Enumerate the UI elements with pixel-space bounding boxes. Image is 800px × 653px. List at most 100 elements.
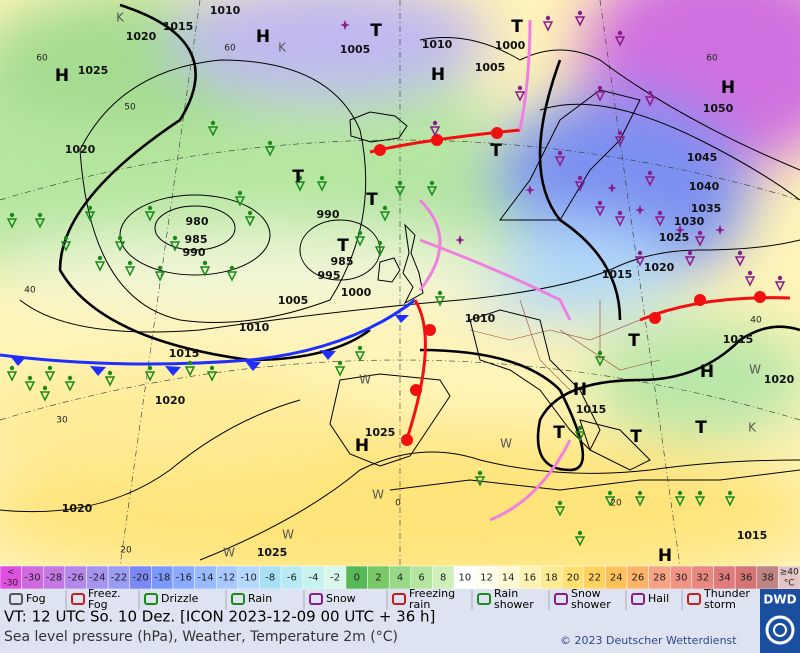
shower-dot xyxy=(107,370,113,376)
legend-label: shower xyxy=(571,598,611,611)
isobar-label: 1050 xyxy=(703,102,734,115)
snow-symbol xyxy=(635,205,645,215)
temperature-label: 60 xyxy=(36,54,48,64)
isobar-label: 1005 xyxy=(475,61,506,74)
shower-symbol xyxy=(574,431,586,442)
scale-label: 32 xyxy=(696,573,709,584)
shower-dot xyxy=(67,375,73,381)
high-pressure-center: H xyxy=(431,65,445,85)
shower-symbol xyxy=(634,496,646,507)
shower-symbol xyxy=(294,181,306,192)
shower-symbol xyxy=(6,218,18,229)
snow-symbol xyxy=(340,20,350,30)
temperature-label: 60 xyxy=(224,44,236,54)
isobars xyxy=(0,37,800,561)
snow-symbol xyxy=(455,235,465,245)
shower-symbol xyxy=(184,366,196,377)
isobar-label: 1020 xyxy=(62,502,93,515)
shower-dot xyxy=(517,85,523,91)
high-pressure-center: H xyxy=(700,362,714,382)
warm-front xyxy=(403,299,427,446)
scale-label: -14 xyxy=(197,573,213,584)
high-pressure-center: H xyxy=(573,380,587,400)
shower-dot xyxy=(382,205,388,211)
legend-symbol xyxy=(554,593,568,605)
shower-dot xyxy=(147,365,153,371)
shower-dot xyxy=(27,375,33,381)
shower-symbol xyxy=(226,271,238,282)
shower-dot xyxy=(697,230,703,236)
shower-symbol xyxy=(542,21,554,32)
shower-dot xyxy=(637,250,643,256)
scale-label: -26 xyxy=(68,573,84,584)
isobar-label: 1000 xyxy=(341,286,372,299)
shower-symbol xyxy=(144,211,156,222)
shower-symbol xyxy=(694,236,706,247)
shower-symbol xyxy=(144,371,156,382)
legend-label: Freez. xyxy=(88,587,121,600)
legend-background xyxy=(0,589,800,653)
shower-symbol xyxy=(154,271,166,282)
scale-label: ≥40 xyxy=(780,568,799,578)
isobar-label: 1010 xyxy=(465,312,496,325)
shower-symbol xyxy=(169,241,181,252)
high-pressure-center: H xyxy=(721,78,735,98)
shower-symbol xyxy=(354,351,366,362)
shower-symbol xyxy=(244,216,256,227)
shower-dot xyxy=(747,270,753,276)
isobar-label: 1020 xyxy=(126,30,157,43)
scale-label: -30 xyxy=(3,579,18,589)
scale-label: -6 xyxy=(287,573,297,584)
air-mass-label: W xyxy=(372,488,384,502)
scale-label: 24 xyxy=(610,573,623,584)
shower-symbol xyxy=(594,91,606,102)
shower-symbol xyxy=(124,266,136,277)
isobar-label: 1015 xyxy=(576,403,607,416)
legend-label: Drizzle xyxy=(161,592,199,605)
shower-symbol xyxy=(774,281,786,292)
isobar-label: 1005 xyxy=(340,43,371,56)
scale-label: -4 xyxy=(309,573,319,584)
shower-dot xyxy=(617,130,623,136)
isobar-label: 1025 xyxy=(365,426,396,439)
scale-label: 34 xyxy=(718,573,731,584)
shower-symbol xyxy=(574,536,586,547)
shower-symbol xyxy=(60,241,72,252)
shower-symbol xyxy=(434,296,446,307)
legend-label: Snow xyxy=(571,587,601,600)
shower-symbol xyxy=(44,371,56,382)
shower-symbol xyxy=(614,36,626,47)
snow-symbol xyxy=(525,185,535,195)
shower-dot xyxy=(63,235,69,241)
shower-dot xyxy=(607,490,613,496)
shower-symbol xyxy=(39,391,51,402)
scale-label: 18 xyxy=(545,573,558,584)
air-mass-label: W xyxy=(749,363,761,377)
legend-label: rain xyxy=(409,598,430,611)
shower-dot xyxy=(677,490,683,496)
shower-dot xyxy=(727,490,733,496)
shower-symbol xyxy=(234,196,246,207)
shower-symbol xyxy=(614,216,626,227)
air-mass-label: W xyxy=(282,528,294,542)
isobar-label: 1040 xyxy=(689,180,720,193)
isobar-label: 1020 xyxy=(644,261,675,274)
shower-dot xyxy=(777,275,783,281)
low-pressure-center: T xyxy=(366,190,378,210)
air-mass-label: K xyxy=(278,41,287,55)
legend-label: Rain xyxy=(248,592,272,605)
map-labels: 1015 1010 1020 1025 1020 1005 1010 1000 1005 1050… xyxy=(24,4,794,566)
temperature-label: 40 xyxy=(24,286,36,296)
shower-symbol xyxy=(724,496,736,507)
scale-label: 0 xyxy=(354,573,360,584)
isobar-label: 1015 xyxy=(737,529,768,542)
shower-symbol xyxy=(634,256,646,267)
logo-swirl xyxy=(773,623,787,637)
scale-label: -12 xyxy=(219,573,235,584)
shower-dot xyxy=(337,360,343,366)
scale-label: -30 xyxy=(24,573,40,584)
shower-dot xyxy=(577,10,583,16)
shower-symbol xyxy=(644,96,656,107)
isobar-label: 1015 xyxy=(602,268,633,281)
fronts xyxy=(0,19,791,522)
